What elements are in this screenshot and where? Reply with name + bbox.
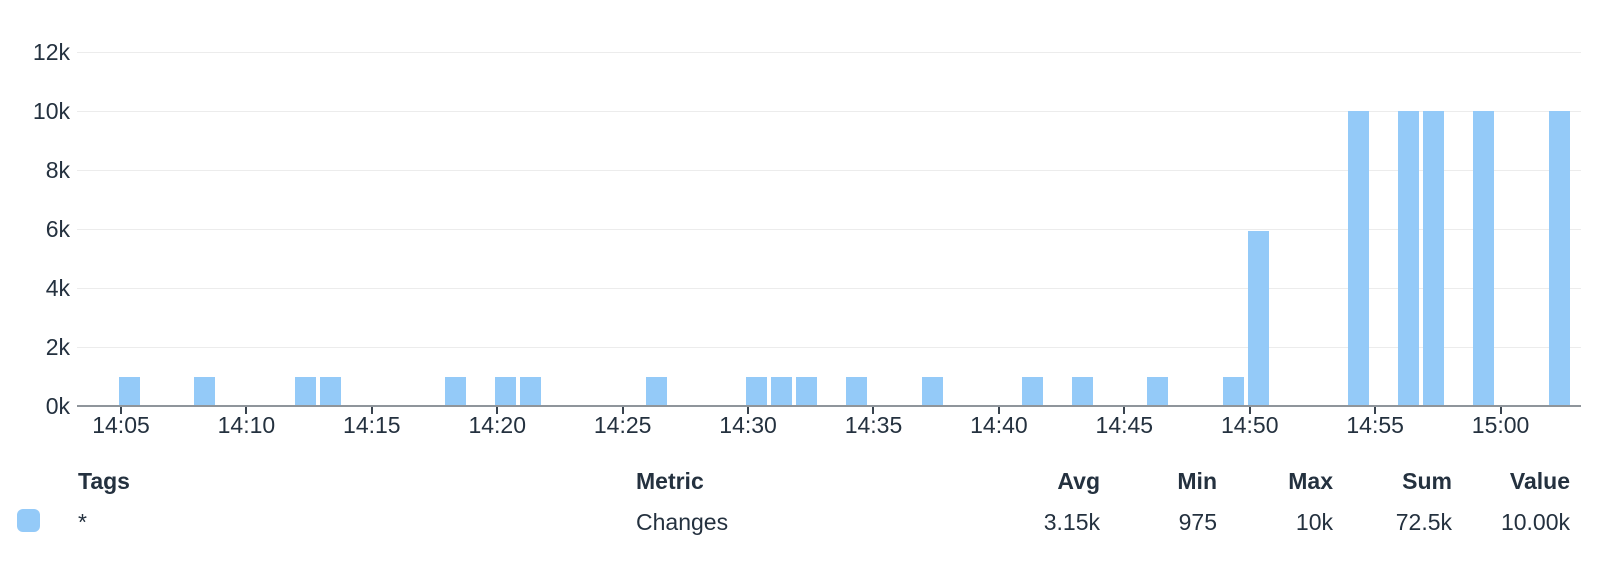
legend-row-min: 975	[1178, 509, 1217, 535]
bar[interactable]	[520, 377, 542, 406]
y-axis-label: 4k	[45, 275, 70, 301]
x-axis-tick	[997, 407, 1000, 414]
y-axis-label: 2k	[45, 334, 70, 360]
x-axis-line	[77, 405, 1581, 407]
legend-header-value: Value	[1509, 468, 1570, 494]
legend-row-sum: 72.5k	[1395, 509, 1452, 535]
x-axis-label: 14:20	[468, 412, 527, 438]
x-axis-tick	[245, 407, 248, 414]
legend-row-value: 10.00k	[1500, 509, 1570, 535]
x-axis-label: 14:10	[217, 412, 276, 438]
gridline	[77, 347, 1581, 348]
x-axis-label: 14:35	[844, 412, 903, 438]
x-axis-label: 14:30	[719, 412, 777, 438]
bar[interactable]	[796, 377, 818, 406]
y-axis-label: 0k	[45, 393, 70, 419]
bar[interactable]	[1072, 377, 1094, 406]
y-axis-label: 8k	[45, 157, 70, 183]
gridline	[77, 229, 1581, 230]
bar[interactable]	[445, 377, 467, 406]
x-axis-label: 14:55	[1346, 412, 1404, 438]
bar[interactable]	[1247, 231, 1269, 406]
bar[interactable]	[1473, 111, 1495, 406]
y-axis-label: 12k	[32, 39, 70, 65]
bar[interactable]	[119, 377, 140, 406]
x-axis-tick	[1123, 407, 1126, 414]
series-color-swatch-icon[interactable]	[17, 509, 40, 532]
legend-header-sum: Sum	[1402, 468, 1452, 494]
x-axis-label: 14:05	[92, 412, 150, 438]
x-axis-tick	[621, 407, 624, 414]
y-axis-label: 6k	[45, 216, 70, 242]
bar[interactable]	[921, 377, 943, 406]
legend-header-tags: Tags	[78, 468, 130, 494]
gridline	[77, 288, 1581, 289]
gridline	[77, 52, 1581, 53]
bar[interactable]	[319, 377, 341, 406]
x-axis-tick	[747, 407, 750, 414]
legend-row-avg: 3.15k	[1043, 509, 1100, 535]
x-axis-label: 14:40	[970, 412, 1028, 438]
x-axis-tick	[1248, 407, 1251, 414]
gridline	[77, 170, 1581, 171]
legend-header-avg: Avg	[1057, 468, 1100, 494]
bar[interactable]	[495, 377, 517, 406]
x-axis-label: 14:25	[593, 412, 652, 438]
x-axis-tick	[370, 407, 373, 414]
bar-chart-plot-area[interactable]: 0k 2k 4k 6k 8k 10k 12k 14:05 14:10 14:15 14:20 14:2…	[0, 0, 1600, 445]
y-axis-label: 10k	[32, 98, 70, 124]
bar[interactable]	[1147, 377, 1169, 406]
x-axis-label: 15:00	[1471, 412, 1530, 438]
legend-table: Tags Metric Avg Min Max Sum Value * Chan…	[0, 445, 1600, 568]
x-axis-label: 14:15	[343, 412, 401, 438]
x-axis-tick	[120, 407, 122, 414]
bar[interactable]	[1423, 111, 1445, 406]
bar[interactable]	[294, 377, 316, 406]
legend-header-metric: Metric	[636, 468, 704, 494]
x-axis-label: 14:45	[1095, 412, 1154, 438]
bar[interactable]	[771, 377, 793, 406]
bar[interactable]	[1348, 111, 1370, 406]
x-axis-label: 14:50	[1220, 412, 1279, 438]
bar[interactable]	[194, 377, 216, 406]
legend-header-max: Max	[1288, 468, 1333, 494]
x-axis-tick	[872, 407, 875, 414]
legend-header-min: Min	[1177, 468, 1217, 494]
x-axis-tick	[496, 407, 499, 414]
bar[interactable]	[1548, 111, 1570, 406]
legend-row-metric[interactable]: Changes	[636, 509, 729, 535]
gridline	[77, 111, 1581, 112]
legend-row-tags: *	[78, 509, 87, 535]
bar[interactable]	[846, 377, 868, 406]
legend-row-max: 10k	[1295, 509, 1333, 535]
x-axis-tick	[1374, 407, 1377, 414]
bar[interactable]	[746, 377, 768, 406]
bar[interactable]	[1398, 111, 1420, 406]
bar[interactable]	[1222, 377, 1244, 406]
bar[interactable]	[1021, 377, 1043, 406]
x-axis-tick	[1499, 407, 1502, 414]
bar[interactable]	[645, 377, 667, 406]
